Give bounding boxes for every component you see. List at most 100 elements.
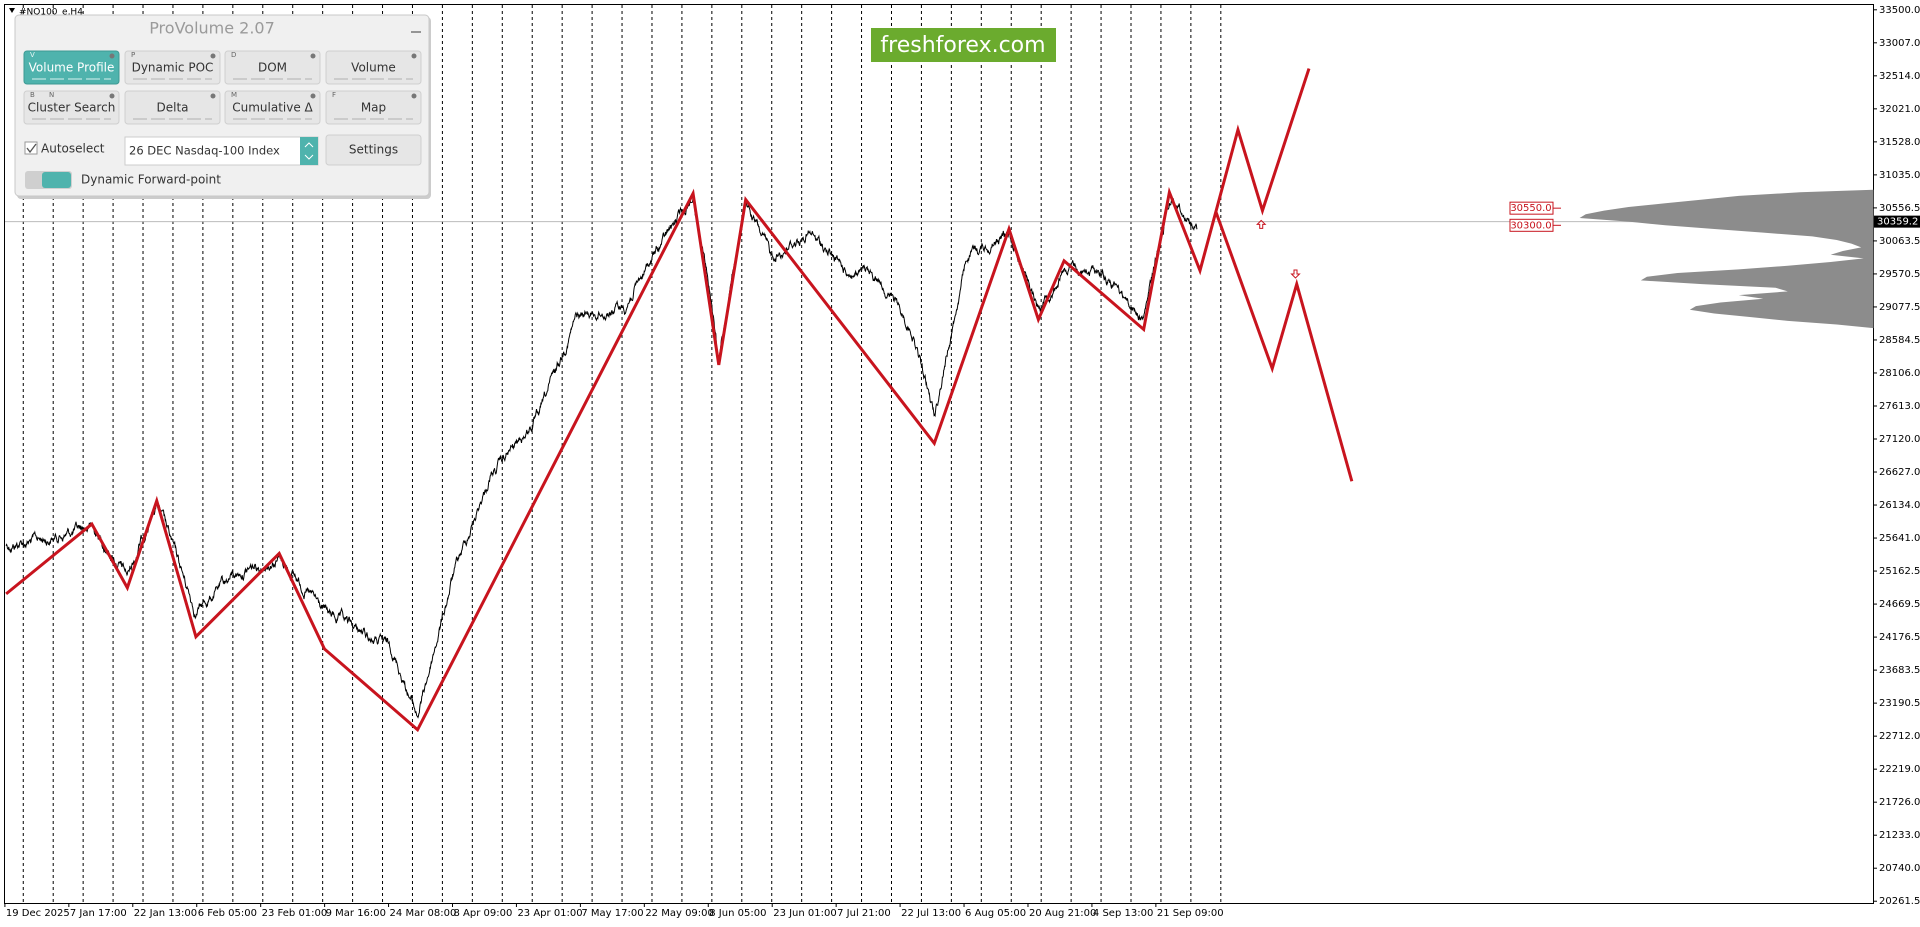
button-label: Cluster Search: [28, 101, 116, 115]
time-label: 9 Mar 16:00: [326, 908, 386, 919]
price-label: 26627.0: [1879, 467, 1920, 478]
button-label: Dynamic POC: [132, 61, 214, 75]
symbol-arrow: [9, 8, 15, 13]
panel-button[interactable]: [23, 90, 120, 125]
button-gear: [109, 93, 115, 99]
button-hotkey: M: [231, 91, 237, 99]
spinner-arrows: [304, 142, 314, 160]
price-label: 27613.0: [1879, 401, 1920, 412]
time-label: 8 Jun 05:00: [709, 908, 766, 919]
price-label: 28584.5: [1879, 335, 1920, 346]
time-label: 23 Jun 01:00: [773, 908, 837, 919]
level-label: 30300.0: [1510, 220, 1551, 231]
button-hotkey: P: [131, 51, 135, 59]
button-gear: [109, 53, 115, 59]
button-gear: [411, 53, 417, 59]
button-gear: [210, 93, 216, 99]
toggle-knob: [42, 172, 71, 188]
button-gear: [310, 53, 316, 59]
autoselect-label: Autoselect: [41, 142, 105, 156]
zigzag-line: [5, 68, 1311, 733]
panel-button[interactable]: [124, 50, 221, 85]
price-label: 20740.0: [1879, 863, 1920, 874]
price-label: 24176.5: [1879, 632, 1920, 643]
button-label: Volume: [351, 61, 396, 75]
time-label: 22 Jul 13:00: [901, 908, 961, 919]
price-label: 20261.5: [1879, 896, 1920, 907]
check-mark: [26, 143, 37, 154]
down-arrow: [1290, 269, 1301, 279]
level-label: 30550.0: [1510, 203, 1551, 214]
price-label: 29077.5: [1879, 302, 1920, 313]
price-label: 21726.0: [1879, 797, 1920, 808]
price-label: 27120.0: [1879, 434, 1920, 445]
autoselect-checkbox[interactable]: [24, 141, 38, 155]
button-gear: [411, 93, 417, 99]
panel-button[interactable]: [124, 90, 221, 125]
symbol-label: #NQ100_e,H4: [19, 8, 83, 18]
price-label: 31528.0: [1879, 137, 1920, 148]
price-label: 33007.0: [1879, 38, 1920, 49]
time-label: 23 Apr 01:00: [517, 908, 582, 919]
button-hotkey: V: [30, 51, 35, 59]
toggle-label: Dynamic Forward-point: [81, 173, 221, 187]
time-label: 24 Mar 08:00: [390, 908, 457, 919]
button-gear: [310, 93, 316, 99]
up-arrow: [1256, 219, 1267, 229]
logo-text: freshforex.com: [880, 33, 1045, 58]
provolume-panel: ProVolume 2.07 V Volume Profile P Dynamic PO…: [14, 14, 431, 199]
logo-box: [871, 28, 1056, 62]
button-label: Map: [361, 101, 386, 115]
button-label: Volume Profile: [29, 61, 115, 75]
price-label: 24669.5: [1879, 599, 1920, 610]
time-label: 7 Jan 17:00: [70, 908, 127, 919]
price-label: 25641.0: [1879, 533, 1920, 544]
panel-button[interactable]: [224, 50, 321, 85]
price-label: 23683.5: [1879, 665, 1920, 676]
chart-frame: [4, 4, 1874, 904]
select-spinner[interactable]: [300, 137, 318, 165]
panel-button[interactable]: [325, 90, 422, 125]
button-hotkey: B: [30, 91, 35, 99]
price-label: 22219.0: [1879, 764, 1920, 775]
button-label: Delta: [156, 101, 188, 115]
price-label: 30556.5: [1879, 203, 1920, 214]
panel-button[interactable]: [325, 50, 422, 85]
time-label: 23 Feb 01:00: [262, 908, 328, 919]
price-label: 32021.0: [1879, 104, 1920, 115]
price-label: 26134.0: [1879, 500, 1920, 511]
price-label: 25162.5: [1879, 566, 1920, 577]
time-label: 7 May 17:00: [581, 908, 643, 919]
price-label: 23190.5: [1879, 698, 1920, 709]
price-label: 29570.5: [1879, 269, 1920, 280]
time-label: 6 Feb 05:00: [198, 908, 257, 919]
instrument-select[interactable]: [124, 136, 319, 166]
forecast-line: [1214, 211, 1354, 482]
price-series: [5, 196, 1198, 719]
button-label: DOM: [258, 61, 287, 75]
time-label: 22 Jan 13:00: [134, 908, 197, 919]
panel-button[interactable]: [23, 50, 120, 85]
time-label: 19 Dec 2025: [6, 908, 70, 919]
time-label: 6 Aug 05:00: [965, 908, 1026, 919]
price-label: 32514.0: [1879, 71, 1920, 82]
time-label: 20 Aug 21:00: [1029, 908, 1096, 919]
price-label: 21233.0: [1879, 830, 1920, 841]
panel-button[interactable]: [224, 90, 321, 125]
instrument-label: 26 DEC Nasdaq-100 Index: [129, 144, 280, 158]
price-label: 22712.0: [1879, 731, 1920, 742]
price-label: 30063.5: [1879, 236, 1920, 247]
settings-label: Settings: [349, 143, 398, 157]
button-gear: [210, 53, 216, 59]
price-label: 28106.0: [1879, 368, 1920, 379]
current-price-box: [1874, 215, 1920, 228]
panel-title: ProVolume 2.07: [149, 19, 275, 38]
current-price-label: 30359.2: [1877, 217, 1918, 228]
button-hotkey: D: [231, 51, 236, 59]
time-label: 22 May 09:00: [645, 908, 714, 919]
price-label: 33500.0: [1879, 5, 1920, 16]
button-hotkey: F: [332, 91, 336, 99]
settings-button[interactable]: [325, 134, 422, 166]
